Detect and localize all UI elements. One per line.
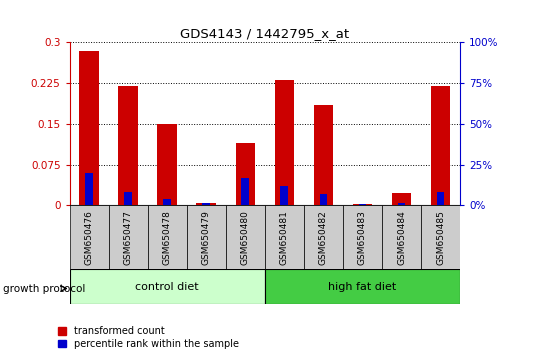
Text: GSM650479: GSM650479 bbox=[202, 210, 211, 265]
Bar bbox=[280, 186, 288, 205]
Bar bbox=[187, 205, 226, 269]
Bar bbox=[226, 205, 265, 269]
Bar bbox=[196, 202, 216, 205]
Bar bbox=[421, 205, 460, 269]
Text: high fat diet: high fat diet bbox=[328, 282, 396, 292]
Text: GSM650480: GSM650480 bbox=[241, 210, 250, 265]
Bar bbox=[70, 269, 265, 304]
Bar bbox=[343, 205, 382, 269]
Bar bbox=[109, 205, 148, 269]
Bar bbox=[274, 80, 294, 205]
Bar bbox=[431, 86, 450, 205]
Text: GSM650485: GSM650485 bbox=[436, 210, 445, 265]
Bar bbox=[314, 105, 333, 205]
Bar bbox=[304, 205, 343, 269]
Bar bbox=[79, 51, 99, 205]
Text: GSM650478: GSM650478 bbox=[163, 210, 172, 265]
Bar bbox=[118, 86, 138, 205]
Text: GSM650484: GSM650484 bbox=[397, 210, 406, 264]
Bar bbox=[265, 269, 460, 304]
Text: GSM650482: GSM650482 bbox=[319, 210, 328, 264]
Text: GSM650483: GSM650483 bbox=[358, 210, 367, 265]
Bar bbox=[163, 199, 171, 205]
Bar bbox=[398, 203, 406, 205]
Text: GSM650477: GSM650477 bbox=[124, 210, 133, 265]
Bar bbox=[265, 205, 304, 269]
Text: GSM650476: GSM650476 bbox=[85, 210, 94, 265]
Bar bbox=[202, 203, 210, 205]
Bar bbox=[319, 194, 327, 205]
Text: GSM650481: GSM650481 bbox=[280, 210, 289, 265]
Bar bbox=[148, 205, 187, 269]
Bar bbox=[392, 193, 411, 205]
Bar bbox=[85, 173, 93, 205]
Bar bbox=[70, 205, 109, 269]
Bar bbox=[358, 204, 366, 205]
Text: control diet: control diet bbox=[135, 282, 199, 292]
Bar bbox=[353, 204, 372, 205]
Bar bbox=[124, 192, 132, 205]
Bar bbox=[241, 178, 249, 205]
Legend: transformed count, percentile rank within the sample: transformed count, percentile rank withi… bbox=[58, 326, 239, 349]
Text: growth protocol: growth protocol bbox=[3, 284, 85, 293]
Title: GDS4143 / 1442795_x_at: GDS4143 / 1442795_x_at bbox=[180, 27, 349, 40]
Bar bbox=[157, 124, 177, 205]
Bar bbox=[382, 205, 421, 269]
Bar bbox=[235, 143, 255, 205]
Bar bbox=[437, 192, 445, 205]
